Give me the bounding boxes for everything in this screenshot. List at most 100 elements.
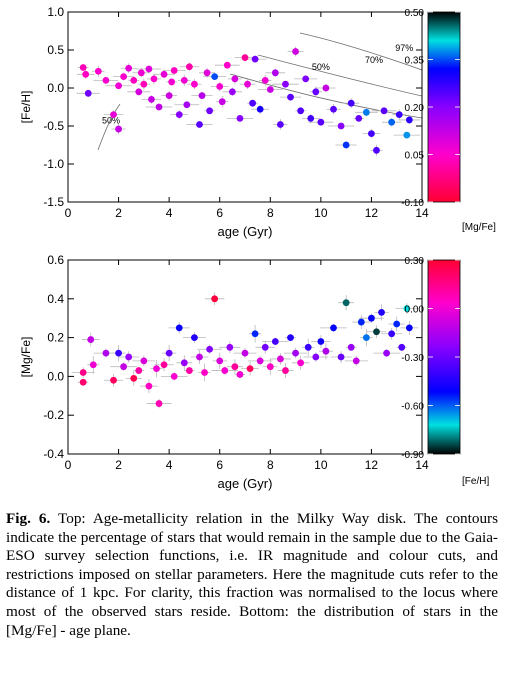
bottom-data-point — [236, 371, 244, 378]
bottom-plot-frame — [67, 259, 423, 455]
bottom-data-point — [322, 347, 330, 355]
top-x-tick-label: 4 — [166, 206, 173, 220]
bottom-y-tick-label: 0.0 — [47, 369, 64, 383]
top-axis-ticks: 0 2 4 6 8 10 12 14 -1.5 -1.0 -0.5 0.0 0.5 1.0 — [43, 5, 429, 220]
top-contour-label: 97% — [395, 43, 413, 53]
bottom-x-tick-label: 12 — [365, 458, 379, 472]
top-data-point — [266, 86, 274, 93]
top-data-point — [110, 111, 117, 118]
top-x-tick-label: 6 — [216, 206, 223, 220]
bottom-data-point — [271, 338, 279, 345]
top-y-tick-label: -1.5 — [43, 195, 64, 209]
bottom-x-tick-label: 6 — [216, 458, 223, 472]
top-data-point — [228, 88, 236, 96]
top-colorbar-tick-label: 0.50 — [405, 8, 425, 19]
top-x-tick-label: 12 — [365, 206, 379, 220]
top-data-point — [277, 121, 284, 128]
top-x-tick-label: 0 — [65, 206, 72, 220]
bottom-data-point — [102, 349, 110, 357]
bottom-data-point — [287, 334, 294, 341]
top-contour-labels: 97% 70% 50% 50% — [102, 43, 413, 126]
bottom-y-tick-label: -0.4 — [43, 447, 64, 461]
bottom-y-tick-label: 0.2 — [47, 331, 64, 345]
bottom-colorbar-label: [Fe/H] — [462, 476, 489, 487]
top-contours — [97, 32, 423, 151]
bottom-y-tick-label: 0.6 — [47, 253, 64, 267]
top-data-point — [231, 75, 239, 83]
bottom-colorbar-tick-label: -0.30 — [401, 353, 424, 364]
figure: 97%70%50%50% 0 2 4 6 8 10 12 14-1.5-1.0-0.50.00… — [19, 5, 496, 491]
bottom-data-point — [145, 382, 153, 390]
top-data-point — [94, 67, 102, 75]
bottom-data-point — [155, 400, 163, 407]
bottom-data-point — [282, 367, 289, 374]
bottom-data-point — [304, 343, 312, 351]
top-data-point — [292, 48, 299, 55]
bottom-data-point — [191, 334, 198, 341]
bottom-data-point — [160, 361, 168, 369]
top-data-point — [211, 73, 219, 80]
bottom-data-points — [71, 292, 419, 409]
top-data-point — [312, 88, 320, 96]
top-panel-metallicity: 97%70%50%50% 0 2 4 6 8 10 12 14-1.5-1.0-0.50.00… — [19, 5, 496, 239]
bottom-data-point — [226, 343, 234, 351]
bottom-colorbar — [427, 259, 461, 455]
top-contour-label: 50% — [102, 116, 120, 126]
bottom-data-point — [120, 363, 128, 371]
bottom-data-point — [153, 365, 160, 373]
bottom-data-point — [312, 353, 320, 361]
bottom-x-tick-label: 4 — [166, 458, 173, 472]
top-data-point — [261, 77, 269, 84]
bottom-data-point — [185, 367, 193, 374]
bottom-y-tick-label: 0.4 — [47, 292, 64, 306]
bottom-data-point — [216, 357, 224, 365]
bottom-data-point — [393, 320, 401, 328]
top-colorbar-tick-label: 0.20 — [405, 103, 425, 114]
top-data-point — [249, 99, 256, 107]
bottom-data-point — [246, 365, 254, 373]
top-data-point — [287, 93, 294, 101]
bottom-colorbar-tick-label: -0.60 — [401, 402, 424, 413]
top-data-point — [102, 77, 110, 84]
top-data-point — [160, 70, 168, 78]
top-data-point — [140, 80, 148, 88]
bottom-data-point — [405, 324, 413, 332]
top-data-point — [198, 92, 206, 99]
top-data-point — [183, 101, 191, 109]
top-colorbar — [427, 11, 461, 203]
top-data-point — [135, 88, 143, 96]
top-y-axis-label: [Fe/H] — [19, 91, 33, 124]
caption-text: Top: Age-metallicity relation in the Mil… — [6, 510, 499, 639]
bottom-data-point — [165, 349, 173, 357]
bottom-data-point — [135, 367, 143, 374]
bottom-data-point — [87, 336, 95, 343]
top-data-point — [218, 98, 226, 106]
top-data-point — [137, 69, 145, 77]
bottom-data-point — [342, 299, 350, 307]
bottom-data-point — [292, 349, 299, 357]
bottom-data-point — [251, 330, 259, 338]
top-data-point — [115, 82, 122, 90]
bottom-data-point — [140, 357, 148, 365]
bottom-data-point — [206, 345, 214, 353]
top-data-point — [165, 92, 173, 99]
bottom-data-point — [110, 376, 117, 384]
bottom-data-point — [383, 349, 390, 357]
top-data-point — [79, 64, 87, 71]
top-y-tick-label: 0.5 — [47, 43, 64, 57]
top-data-point — [388, 118, 396, 126]
top-data-point — [191, 80, 198, 88]
top-data-point — [180, 77, 188, 84]
bottom-x-axis-label: age (Gyr) — [218, 476, 273, 491]
top-contour-label: 50% — [312, 62, 330, 72]
top-data-point — [206, 107, 214, 115]
top-data-point — [185, 63, 193, 71]
bottom-data-point — [180, 359, 188, 367]
top-data-point — [251, 55, 259, 63]
caption-label: Fig. 6. — [6, 510, 51, 527]
top-data-point — [362, 108, 370, 116]
top-data-point — [148, 96, 155, 103]
top-data-point — [175, 111, 183, 118]
bottom-data-point — [403, 305, 411, 312]
bottom-data-point — [337, 353, 345, 361]
